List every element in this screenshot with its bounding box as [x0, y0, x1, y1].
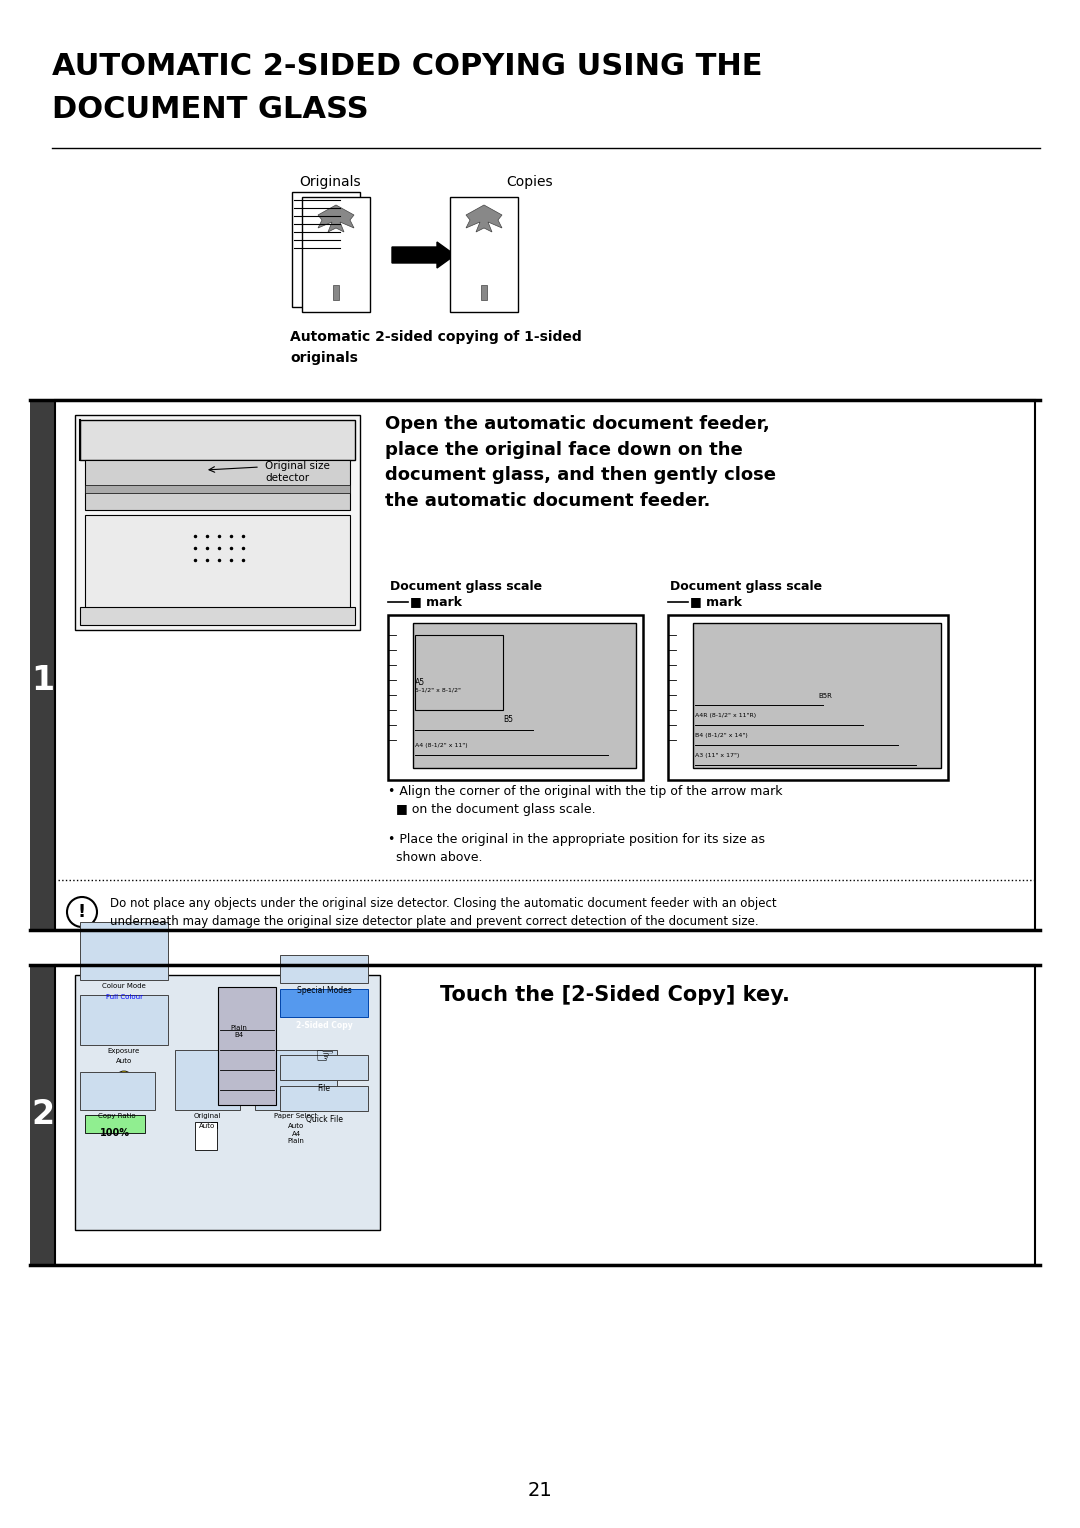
Bar: [85, 1115, 145, 1132]
Bar: [153, 1012, 162, 1022]
Bar: [302, 197, 370, 312]
Bar: [30, 400, 55, 931]
Text: Colour Mode: Colour Mode: [103, 983, 146, 989]
Bar: [143, 999, 152, 1010]
Bar: [133, 1012, 141, 1022]
Circle shape: [114, 1071, 133, 1089]
Text: B5R: B5R: [818, 694, 832, 698]
Bar: [55, 400, 1035, 931]
Text: B5: B5: [503, 715, 513, 724]
Text: A5: A5: [415, 678, 426, 688]
Bar: [175, 1050, 240, 1109]
Text: 1: 1: [31, 663, 55, 697]
Bar: [255, 1050, 337, 1109]
Text: 21: 21: [528, 1481, 552, 1499]
Text: B4 (8-1/2" x 14"): B4 (8-1/2" x 14"): [696, 733, 747, 738]
Text: • Place the original in the appropriate position for its size as
  shown above.: • Place the original in the appropriate …: [388, 833, 765, 863]
Bar: [80, 607, 355, 625]
Polygon shape: [318, 205, 354, 232]
Bar: [413, 623, 636, 769]
Text: Document glass scale: Document glass scale: [390, 581, 542, 593]
Bar: [415, 636, 503, 711]
Text: 2-Sided Copy: 2-Sided Copy: [296, 1021, 352, 1030]
Bar: [195, 1122, 217, 1151]
Bar: [83, 1012, 92, 1022]
Text: 2: 2: [31, 1099, 55, 1132]
Text: Automatic 2-sided copying of 1-sided
originals: Automatic 2-sided copying of 1-sided ori…: [291, 330, 582, 365]
Text: Do not place any objects under the original size detector. Closing the automatic: Do not place any objects under the origi…: [110, 897, 777, 927]
Text: Paper Select: Paper Select: [274, 1112, 318, 1118]
Bar: [280, 1054, 368, 1080]
Bar: [103, 999, 112, 1010]
Text: 5-1/2" x 8-1/2": 5-1/2" x 8-1/2": [415, 688, 461, 692]
Text: Open the automatic document feeder,
place the original face down on the
document: Open the automatic document feeder, plac…: [384, 416, 777, 510]
Text: Auto
A4
Plain: Auto A4 Plain: [287, 1123, 305, 1144]
Text: Exposure: Exposure: [108, 1048, 140, 1054]
Text: A4R (8-1/2" x 11"R): A4R (8-1/2" x 11"R): [696, 714, 756, 718]
Bar: [280, 1086, 368, 1111]
Polygon shape: [465, 205, 502, 232]
Bar: [218, 987, 276, 1105]
Text: Original: Original: [193, 1112, 220, 1118]
Text: • Align the corner of the original with the tip of the arrow mark
  ■ on the doc: • Align the corner of the original with …: [388, 785, 783, 816]
Bar: [55, 966, 1035, 1265]
Text: Quick File: Quick File: [306, 1115, 342, 1125]
Bar: [153, 999, 162, 1010]
Polygon shape: [80, 420, 355, 460]
Bar: [113, 999, 122, 1010]
Text: File: File: [318, 1083, 330, 1093]
Bar: [669, 614, 948, 779]
Bar: [113, 1012, 122, 1022]
Bar: [93, 999, 102, 1010]
Text: DOCUMENT GLASS: DOCUMENT GLASS: [52, 95, 368, 124]
Text: Special Modes: Special Modes: [297, 986, 351, 995]
Bar: [103, 1012, 112, 1022]
Bar: [30, 966, 55, 1265]
Bar: [80, 995, 168, 1045]
Bar: [388, 614, 643, 779]
Bar: [85, 484, 350, 494]
Text: Auto: Auto: [199, 1123, 215, 1129]
Text: ■ mark: ■ mark: [690, 594, 742, 608]
Bar: [280, 955, 368, 983]
Bar: [123, 999, 132, 1010]
Text: Originals: Originals: [299, 176, 361, 189]
Bar: [75, 416, 360, 630]
Text: Original size
detector: Original size detector: [265, 461, 329, 483]
Bar: [80, 1073, 156, 1109]
Text: A3 (11" x 17"): A3 (11" x 17"): [696, 753, 740, 758]
Text: !: !: [78, 903, 86, 921]
FancyArrow shape: [392, 241, 455, 267]
Text: ☞: ☞: [314, 1047, 334, 1067]
Bar: [80, 921, 168, 979]
Text: ■ mark: ■ mark: [410, 594, 462, 608]
Bar: [85, 460, 350, 510]
Bar: [133, 999, 141, 1010]
Bar: [333, 286, 339, 299]
Text: Document glass scale: Document glass scale: [670, 581, 822, 593]
Text: Touch the [2-Sided Copy] key.: Touch the [2-Sided Copy] key.: [440, 986, 789, 1005]
Bar: [450, 197, 518, 312]
Text: AUTOMATIC 2-SIDED COPYING USING THE: AUTOMATIC 2-SIDED COPYING USING THE: [52, 52, 762, 81]
Text: Copies: Copies: [507, 176, 553, 189]
Bar: [280, 989, 368, 1018]
Text: 100%: 100%: [100, 1128, 130, 1138]
Bar: [75, 975, 380, 1230]
Bar: [292, 193, 360, 307]
Bar: [123, 1012, 132, 1022]
Bar: [143, 1012, 152, 1022]
Text: Copy Ratio: Copy Ratio: [98, 1112, 136, 1118]
Text: Plain
B4: Plain B4: [230, 1025, 247, 1038]
Bar: [93, 1012, 102, 1022]
Text: Full Colour: Full Colour: [106, 995, 143, 999]
Text: A4 (8-1/2" x 11"): A4 (8-1/2" x 11"): [415, 743, 468, 749]
Bar: [693, 623, 941, 769]
Text: Auto: Auto: [116, 1057, 132, 1063]
Bar: [83, 999, 92, 1010]
Bar: [85, 515, 350, 610]
Bar: [481, 286, 487, 299]
